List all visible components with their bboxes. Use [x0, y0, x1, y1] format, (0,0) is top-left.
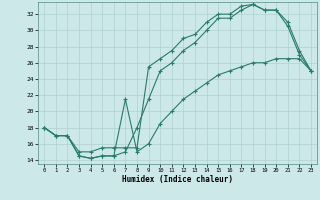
- X-axis label: Humidex (Indice chaleur): Humidex (Indice chaleur): [122, 175, 233, 184]
